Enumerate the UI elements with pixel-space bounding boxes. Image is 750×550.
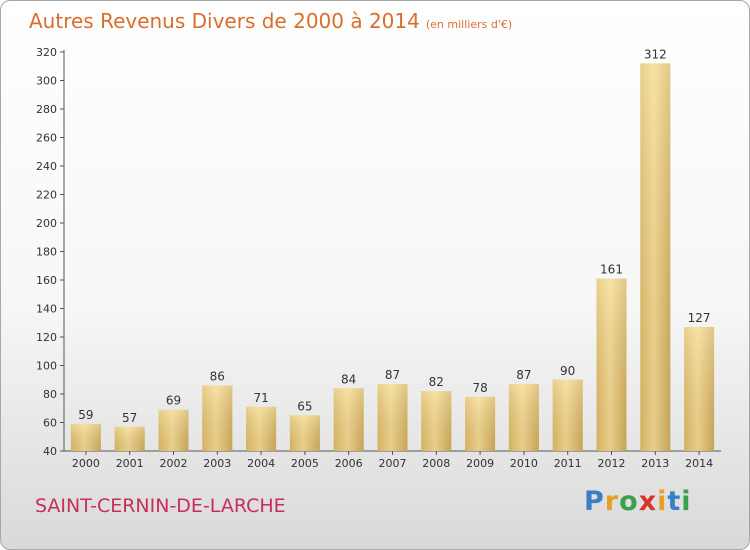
bar-value-label: 78 (472, 381, 487, 395)
bar-value-label: 57 (122, 411, 137, 425)
x-tick-label: 2004 (247, 457, 275, 470)
bar-value-label: 90 (560, 364, 575, 378)
bar (552, 379, 583, 451)
bar (202, 385, 233, 451)
bar-value-label: 87 (516, 368, 531, 382)
x-tick-label: 2001 (116, 457, 144, 470)
bar-shade (552, 379, 583, 451)
logo-letter: o (619, 486, 639, 517)
logo-letter: t (667, 486, 682, 517)
chart-bars (70, 63, 715, 452)
x-tick-label: 2002 (160, 457, 188, 470)
bar-shade (246, 406, 277, 451)
x-tick-label: 2014 (685, 457, 713, 470)
y-tick-label: 280 (36, 103, 57, 116)
bar (114, 426, 145, 451)
bar-value-label: 86 (210, 369, 225, 383)
x-tick-label: 2005 (291, 457, 319, 470)
x-tick-label: 2013 (641, 457, 669, 470)
bar-value-label: 84 (341, 372, 356, 386)
bar (640, 63, 671, 452)
bar (289, 415, 320, 451)
logo-letter: i (657, 486, 668, 517)
bar (508, 384, 539, 451)
bar-shade (158, 409, 189, 451)
bar-shade (421, 391, 452, 451)
y-tick-label: 140 (36, 303, 57, 316)
bar-shade (596, 278, 627, 451)
logo-letter: x (638, 486, 658, 517)
bar-value-label: 71 (253, 391, 268, 405)
bar-value-label: 65 (297, 399, 312, 413)
bar (70, 423, 101, 451)
bar-value-label: 69 (166, 394, 181, 408)
x-tick-label: 2003 (203, 457, 231, 470)
bar-shade (333, 388, 364, 451)
town-name: SAINT-CERNIN-DE-LARCHE (35, 495, 286, 517)
bar-value-label: 82 (429, 375, 444, 389)
bar (246, 406, 277, 451)
bar-shade (114, 426, 145, 451)
chart-axes: 40 60 80 100 120 140 160 180 200 220 240 260 280 300 3… (36, 46, 721, 470)
bar (684, 327, 715, 451)
logo-letter: P (584, 486, 605, 517)
bar (421, 391, 452, 451)
y-tick-label: 260 (36, 132, 57, 145)
y-tick-label: 180 (36, 246, 57, 259)
bar (596, 278, 627, 451)
chart-title: Autres Revenus Divers de 2000 à 2014 (en … (29, 9, 512, 33)
logo-letter: i (681, 486, 692, 517)
bar-shade (289, 415, 320, 451)
logo-letter: r (604, 486, 620, 517)
bar (158, 409, 189, 451)
x-tick-label: 2008 (422, 457, 450, 470)
bar (377, 384, 408, 451)
x-tick-label: 2012 (598, 457, 626, 470)
bar-shade (465, 396, 496, 451)
y-tick-label: 80 (43, 388, 57, 401)
bar (465, 396, 496, 451)
y-tick-label: 120 (36, 331, 57, 344)
bar-shade (377, 384, 408, 451)
y-tick-label: 220 (36, 189, 57, 202)
x-tick-label: 2011 (554, 457, 582, 470)
x-tick-label: 2000 (72, 457, 100, 470)
x-tick-label: 2009 (466, 457, 494, 470)
y-tick-label: 40 (43, 445, 57, 458)
bar-value-label: 87 (385, 368, 400, 382)
bar-shade (640, 63, 671, 452)
bar-value-label: 161 (600, 263, 623, 277)
x-tick-label: 2006 (335, 457, 363, 470)
proxiti-logo: Proxiti (584, 486, 692, 517)
chart-unit: (en milliers d'€) (425, 18, 513, 31)
y-tick-label: 100 (36, 360, 57, 373)
bar-value-label: 127 (688, 311, 711, 325)
chart-title-text: Autres Revenus Divers de 2000 à 2014 (29, 9, 420, 33)
bar-shade (70, 423, 101, 451)
bar-shade (684, 327, 715, 451)
x-tick-label: 2007 (379, 457, 407, 470)
chart-value-labels: 59 57 69 86 71 65 84 87 82 78 87 90 161 312 127 (78, 47, 710, 424)
bar-shade (508, 384, 539, 451)
bar-shade (202, 385, 233, 451)
y-tick-label: 240 (36, 160, 57, 173)
y-tick-label: 300 (36, 75, 57, 88)
x-tick-label: 2010 (510, 457, 538, 470)
y-tick-label: 60 (43, 417, 57, 430)
y-tick-label: 200 (36, 217, 57, 230)
bar-value-label: 312 (644, 47, 667, 61)
bar-value-label: 59 (78, 408, 93, 422)
bar (333, 388, 364, 451)
y-tick-label: 160 (36, 274, 57, 287)
y-tick-label: 320 (36, 46, 57, 59)
